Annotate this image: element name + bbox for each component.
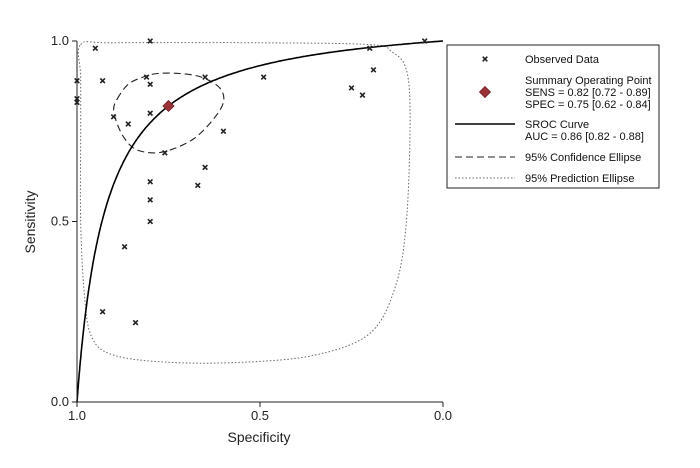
observed-data-point — [202, 164, 208, 171]
observed-data-point — [147, 110, 154, 117]
observed-data-point — [260, 74, 267, 80]
legend-symbol-summary — [478, 85, 492, 99]
legend-label: AUC = 0.86 [0.82 - 0.88] — [525, 131, 644, 143]
observed-data-point — [99, 308, 106, 315]
summary-operating-point — [162, 99, 175, 113]
observed-data-point — [147, 38, 154, 44]
y-axis-title: Sensitivity — [22, 190, 38, 253]
legend-label: Summary Operating Point — [525, 75, 652, 87]
observed-data-point — [348, 85, 355, 91]
observed-data-point — [121, 243, 128, 250]
observed-data-point — [99, 77, 106, 84]
observed-data-point — [132, 319, 139, 326]
observed-data-point — [147, 81, 154, 88]
axes: 1.0 0.5 0.0 0.0 0.5 1.0 — [51, 33, 452, 423]
x-tick-label: 0.0 — [434, 408, 452, 423]
observed-data-point — [366, 45, 373, 52]
legend-label: 95% Confidence Ellipse — [525, 152, 641, 164]
x-tick-label: 1.0 — [68, 408, 86, 423]
observed-data-point — [110, 113, 117, 120]
observed-data-point — [421, 38, 428, 44]
legend: Observed Data Summary Operating PointSENS… — [446, 44, 660, 189]
observed-data-point — [370, 67, 377, 73]
legend-label: SROC Curve — [525, 119, 589, 131]
observed-data-point — [147, 196, 154, 203]
observed-data-point — [92, 45, 99, 52]
legend-label: SENS = 0.82 [0.72 - 0.89] — [525, 87, 651, 99]
observed-data-point — [147, 218, 154, 225]
observed-data-point — [161, 150, 168, 156]
observed-data-point — [147, 178, 154, 185]
legend-label: SPEC = 0.75 [0.62 - 0.84] — [525, 99, 651, 111]
confidence-ellipse — [113, 72, 225, 154]
sroc-curve — [76, 40, 444, 402]
observed-data-point — [143, 74, 150, 80]
x-tick-label: 0.5 — [251, 408, 269, 423]
y-tick-label: 0.0 — [51, 394, 69, 409]
prediction-ellipse — [77, 41, 411, 364]
x-axis-title: Specificity — [227, 429, 290, 445]
legend-symbol-observed — [482, 56, 488, 62]
legend-label: 95% Prediction Ellipse — [525, 173, 634, 185]
observed-data-point — [220, 128, 227, 135]
y-tick-label: 1.0 — [51, 33, 69, 48]
legend-box — [446, 44, 660, 189]
observed-data-point — [359, 92, 366, 99]
observed-data-point — [125, 121, 132, 127]
legend-label: Observed Data — [525, 54, 600, 66]
observed-data-point — [194, 182, 201, 189]
plot-area — [74, 38, 444, 402]
observed-data-point — [202, 74, 208, 80]
y-tick-label: 0.5 — [51, 214, 69, 229]
